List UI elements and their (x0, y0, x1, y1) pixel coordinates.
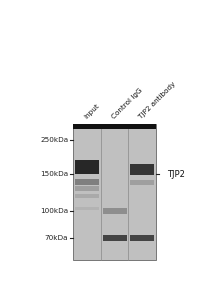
Bar (130, 235, 154, 241)
Text: TJP2 antibody: TJP2 antibody (138, 81, 177, 120)
Bar (73, 124, 156, 260)
Bar (130, 164, 154, 175)
Text: Control IgG: Control IgG (111, 87, 143, 120)
Text: 100kDa: 100kDa (40, 208, 68, 214)
Text: 250kDa: 250kDa (40, 137, 68, 143)
Bar (103, 208, 127, 214)
Text: 150kDa: 150kDa (40, 171, 68, 177)
Bar (73, 124, 156, 129)
Text: 70kDa: 70kDa (45, 235, 68, 241)
Bar (75, 160, 99, 173)
Text: TJP2: TJP2 (167, 170, 184, 179)
Text: Input: Input (83, 103, 100, 120)
Bar (103, 235, 127, 241)
Bar (75, 207, 99, 210)
Bar (75, 194, 99, 198)
Bar (75, 186, 99, 191)
Bar (75, 178, 99, 185)
Bar (130, 180, 154, 185)
